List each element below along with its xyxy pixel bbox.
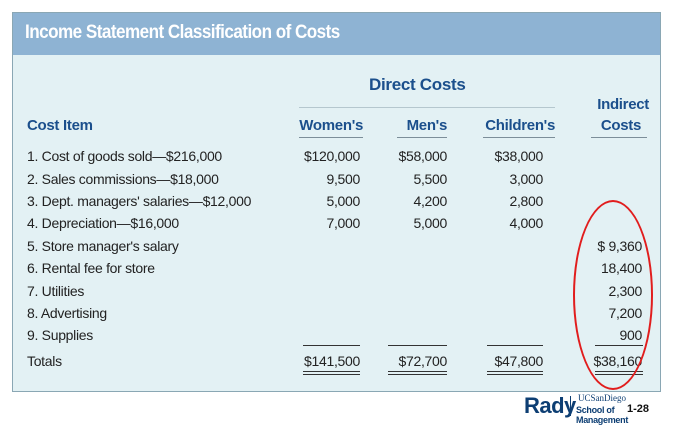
page-number: 1-28 (627, 403, 650, 415)
childrens-total-double-rule-b (487, 374, 543, 375)
childrens-cell: 4,000 (509, 215, 543, 231)
logo-rady-text: Rady (524, 393, 576, 418)
mens-header-rule (397, 137, 447, 138)
womens-header: Women's (299, 117, 363, 134)
womens-total: $141,500 (304, 353, 360, 369)
indirect-header-line1: Indirect (597, 96, 649, 113)
mens-cell: 5,000 (413, 215, 447, 231)
womens-cell: $120,000 (304, 148, 360, 164)
childrens-total-rule (487, 345, 543, 346)
direct-costs-header: Direct Costs (369, 75, 466, 94)
womens-cell: 7,000 (326, 215, 360, 231)
logo-ucsd-text: UCSanDiego (578, 393, 626, 403)
indirect-header-line2: Costs (600, 117, 641, 134)
cost-item-header: Cost Item (27, 117, 93, 134)
page-title: Income Statement Classification of Costs (25, 22, 340, 43)
childrens-total: $47,800 (494, 353, 543, 369)
direct-costs-rule (299, 107, 555, 108)
cost-item-cell: 4. Depreciation—$16,000 (27, 215, 179, 231)
cost-item-cell: 8. Advertising (27, 305, 107, 321)
mens-total-double-rule-a (388, 371, 447, 372)
mens-cell: 4,200 (413, 193, 447, 209)
totals-label: Totals (27, 353, 62, 369)
childrens-total-double-rule-a (487, 371, 543, 372)
cost-item-cell: 7. Utilities (27, 283, 85, 299)
mens-total: $72,700 (398, 353, 447, 369)
womens-total-double-rule-a (303, 371, 360, 372)
childrens-cell: $38,000 (494, 148, 543, 164)
womens-total-double-rule-b (303, 374, 360, 375)
womens-cell: 9,500 (326, 171, 360, 187)
cost-table-panel: Income Statement Classification of Costs… (12, 12, 661, 392)
cost-item-cell: 5. Store manager's salary (27, 238, 179, 254)
mens-total-double-rule-b (388, 374, 447, 375)
mens-header: Men's (406, 117, 448, 134)
logo-school-text: School of Management (576, 405, 629, 425)
cost-item-cell: 2. Sales commissions—$18,000 (27, 171, 219, 187)
childrens-header-rule (483, 137, 555, 138)
logo-divider (570, 396, 571, 416)
annotation-oval (573, 200, 653, 390)
mens-cell: 5,500 (413, 171, 447, 187)
childrens-cell: 3,000 (509, 171, 543, 187)
womens-total-rule (303, 345, 360, 346)
mens-total-rule (388, 345, 447, 346)
cost-item-cell: 1. Cost of goods sold—$216,000 (27, 148, 222, 164)
title-bar: Income Statement Classification of Costs (13, 13, 660, 55)
childrens-header: Children's (485, 117, 555, 134)
womens-cell: 5,000 (326, 193, 360, 209)
mens-cell: $58,000 (398, 148, 447, 164)
womens-header-rule (299, 137, 363, 138)
cost-item-cell: 6. Rental fee for store (27, 260, 155, 276)
indirect-header-rule (591, 137, 647, 138)
cost-item-cell: 9. Supplies (27, 327, 93, 343)
cost-item-cell: 3. Dept. managers' salaries—$12,000 (27, 193, 252, 209)
childrens-cell: 2,800 (509, 193, 543, 209)
